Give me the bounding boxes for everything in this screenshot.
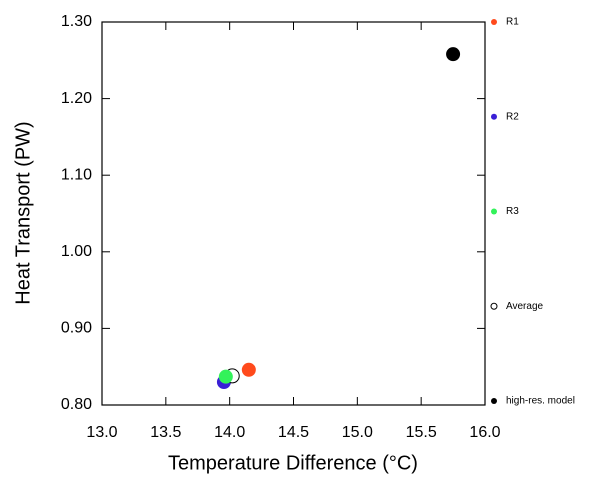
y-axis-title: Heat Transport (PW) — [12, 121, 34, 304]
x-tick-label: 14.0 — [214, 424, 245, 441]
legend-label: Average — [506, 301, 544, 312]
y-tick-label: 0.80 — [61, 396, 92, 413]
point — [241, 362, 256, 377]
x-tick-label: 15.0 — [342, 424, 373, 441]
y-tick-label: 1.30 — [61, 13, 92, 30]
legend-label: R2 — [506, 111, 519, 122]
legend-label: R1 — [506, 17, 519, 28]
point — [218, 369, 233, 384]
plot-frame — [101, 21, 486, 406]
legend-label: R3 — [506, 206, 519, 217]
x-tick-label: 13.5 — [150, 424, 181, 441]
x-tick-label: 14.5 — [278, 424, 309, 441]
y-tick-label: 1.20 — [61, 90, 92, 107]
legend-label: high-res. model — [506, 396, 575, 407]
legend-marker — [491, 113, 497, 120]
x-tick-label: 13.0 — [86, 424, 117, 441]
legend-marker — [491, 208, 497, 215]
x-axis-title: Temperature Difference (°C) — [168, 452, 418, 474]
y-tick-label: 1.00 — [61, 243, 92, 260]
point — [446, 47, 461, 62]
legend-marker — [491, 398, 497, 404]
y-tick-label: 1.10 — [61, 166, 92, 183]
x-tick-label: 16.0 — [469, 424, 500, 441]
legend-marker — [491, 19, 497, 25]
x-tick-label: 15.5 — [406, 424, 437, 441]
legend-marker — [490, 302, 498, 310]
y-tick-label: 0.90 — [61, 320, 92, 337]
